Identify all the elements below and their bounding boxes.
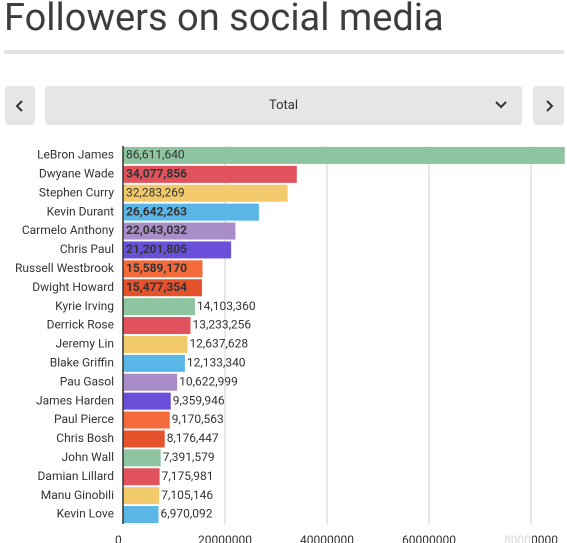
bar [123,298,195,316]
title-rule [4,50,564,54]
value-label: 12,133,340 [187,356,246,370]
value-label: 32,283,269 [126,185,185,199]
dropdown-value: Total [268,98,299,113]
prev-button[interactable] [5,86,35,125]
next-icon [545,99,553,112]
next-button[interactable] [533,86,564,125]
bar [123,506,159,524]
y-tick-label: Chris Bosh [56,431,114,445]
value-label: 8,176,447 [167,431,219,445]
value-label: 14,103,360 [197,299,256,313]
metric-dropdown[interactable]: Total [45,86,522,125]
bar [123,260,203,278]
bar [123,449,161,467]
y-tick-label: Kevin Love [57,507,114,521]
y-tick-label: Russell Westbrook [15,261,115,275]
label-fade [462,530,532,543]
y-tick-label: James Harden [36,393,114,407]
value-label: 9,170,563 [172,412,224,426]
x-tick-label: 40000000 [300,533,354,543]
value-label: 7,391,579 [163,450,215,464]
y-tick-label: Manu Ginobili [41,488,114,502]
value-label: 9,359,946 [173,393,225,407]
y-tick-label: Kevin Durant [47,204,114,218]
bar [123,184,288,202]
bar [123,411,170,429]
value-label: 7,175,981 [162,469,214,483]
value-label: 34,077,856 [126,167,187,181]
bar [123,392,171,410]
bar [123,468,160,486]
value-label: 7,105,146 [161,488,213,502]
y-tick-label: Dwyane Wade [39,167,114,181]
chart: 020000000400000006000000080000000LeBron … [15,146,565,543]
bar [123,335,188,353]
prev-icon [15,99,23,112]
y-tick-label: Pau Gasol [60,374,114,388]
x-tick-label: 20000000 [198,533,252,543]
value-label: 15,589,170 [126,261,187,275]
y-tick-label: Kyrie Irving [55,299,114,313]
bar [123,222,236,240]
y-tick-label: Blake Griffin [50,356,114,370]
bar [123,354,185,372]
bar [123,373,178,391]
x-tick-label: 60000000 [402,533,456,543]
y-tick-label: Stephen Curry [39,185,114,199]
x-tick-label: 0 [115,533,122,543]
page-title: Followers on social media [4,0,444,40]
bar [123,146,565,164]
value-label: 15,477,354 [126,280,187,294]
value-label: 6,970,092 [161,507,213,521]
y-tick-label: LeBron James [37,148,114,162]
value-label: 22,043,032 [126,223,187,237]
bar [123,203,259,221]
value-label: 10,622,999 [179,374,238,388]
bar [123,165,297,183]
value-label: 86,611,640 [126,148,185,162]
bar [123,317,191,335]
y-tick-label: Derrick Rose [47,318,114,332]
value-label: 12,637,628 [189,337,248,351]
y-tick-label: Jeremy Lin [56,337,115,351]
y-tick-label: Paul Pierce [54,412,114,426]
y-tick-label: Chris Paul [60,242,114,256]
bar [123,430,165,448]
value-label: 26,642,263 [126,204,187,218]
y-tick-label: Damian Lillard [38,469,114,483]
value-label: 21,201,805 [126,242,187,256]
y-tick-label: John Wall [62,450,115,464]
y-tick-label: Carmelo Anthony [22,223,114,237]
bar [123,487,160,505]
bar [123,241,232,259]
y-tick-label: Dwight Howard [32,280,114,294]
value-label: 13,233,256 [192,318,251,332]
dropdown-chevron [495,101,507,109]
bar [123,279,202,297]
